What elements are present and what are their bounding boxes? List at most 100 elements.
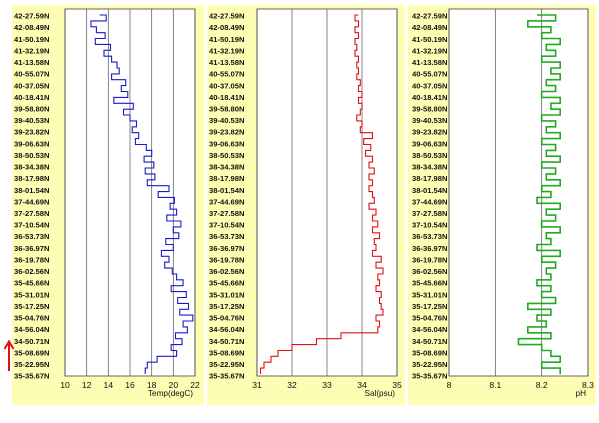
latitude-tick-label: 41-50.19N (412, 35, 447, 44)
latitude-tick-label: 35-04.76N (412, 314, 447, 323)
latitude-tick-label: 39-23.82N (14, 128, 49, 137)
latitude-tick-label: 42-27.59N (412, 12, 447, 21)
latitude-tick-label: 35-08.69N (412, 348, 447, 357)
x-tick-label: 10 (60, 380, 70, 390)
x-tick-label: 14 (104, 380, 114, 390)
latitude-tick-label: 38-17.98N (14, 174, 49, 183)
latitude-tick-label: 39-06.63N (14, 139, 49, 148)
latitude-tick-label: 38-34.38N (209, 163, 244, 172)
latitude-tick-label: 39-58.80N (14, 105, 49, 114)
x-tick-label: 8.1 (489, 380, 501, 390)
latitude-tick-label: 37-44.69N (209, 197, 244, 206)
latitude-tick-label: 35-31.01N (412, 290, 447, 299)
latitude-tick-label: 41-32.19N (412, 46, 447, 55)
latitude-tick-label: 40-18.41N (14, 93, 49, 102)
latitude-tick-label: 37-27.58N (14, 209, 49, 218)
latitude-tick-label: 36-53.73N (209, 232, 244, 241)
latitude-tick-label: 40-18.41N (209, 93, 244, 102)
latitude-tick-label: 34-56.04N (412, 325, 447, 334)
latitude-tick-label: 39-58.80N (412, 105, 447, 114)
latitude-tick-label: 38-01.54N (209, 186, 244, 195)
latitude-tick-label: 37-10.54N (209, 221, 244, 230)
latitude-tick-label: 40-37.05N (14, 81, 49, 90)
latitude-tick-label: 38-17.98N (412, 174, 447, 183)
latitude-tick-label: 39-58.80N (209, 105, 244, 114)
latitude-tick-label: 39-40.53N (14, 116, 49, 125)
latitude-tick-label: 35-45.66N (14, 279, 49, 288)
latitude-tick-label: 35-22.95N (209, 360, 244, 369)
latitude-tick-label: 35-45.66N (209, 279, 244, 288)
latitude-tick-label: 35-35.67N (209, 372, 244, 381)
latitude-tick-label: 36-02.56N (14, 267, 49, 276)
latitude-tick-label: 41-50.19N (14, 35, 49, 44)
latitude-tick-label: 34-50.71N (412, 337, 447, 346)
x-tick-label: 32 (287, 380, 297, 390)
x-tick-label: 8.2 (536, 380, 548, 390)
latitude-tick-label: 41-32.19N (14, 46, 49, 55)
x-tick-label: 31 (252, 380, 262, 390)
latitude-tick-label: 37-27.58N (209, 209, 244, 218)
latitude-tick-label: 38-50.53N (14, 151, 49, 160)
latitude-tick-label: 42-08.49N (412, 23, 447, 32)
latitude-tick-label: 37-44.69N (412, 197, 447, 206)
latitude-tick-label: 35-04.76N (14, 314, 49, 323)
x-tick-label: 35 (392, 380, 402, 390)
latitude-tick-label: 35-35.67N (412, 372, 447, 381)
latitude-tick-label: 41-50.19N (209, 35, 244, 44)
latitude-tick-label: 39-06.63N (412, 139, 447, 148)
latitude-tick-label: 42-08.49N (209, 23, 244, 32)
latitude-tick-label: 36-36.97N (209, 244, 244, 253)
latitude-tick-label: 40-55.07N (412, 70, 447, 79)
latitude-tick-label: 38-50.53N (209, 151, 244, 160)
temperature-chart: 42-27.59N 42-08.49N 41-50.19N 41-32.19N 41-1… (14, 8, 200, 398)
latitude-tick-label: 36-02.56N (209, 267, 244, 276)
latitude-tick-label: 41-13.58N (412, 58, 447, 67)
latitude-tick-label: 34-50.71N (14, 337, 49, 346)
ph-panel: 42-27.59N 42-08.49N 41-50.19N 41-32.19N 41-1… (408, 5, 596, 405)
x-tick-label: 16 (125, 380, 135, 390)
latitude-tick-label: 40-18.41N (412, 93, 447, 102)
temperature-series-line (90, 14, 194, 374)
latitude-tick-label: 36-19.78N (209, 255, 244, 264)
latitude-tick-label: 35-35.67N (14, 372, 49, 381)
x-axis-label: Temp(degC) (148, 389, 193, 398)
x-axis-label: Sal(psu) (365, 389, 396, 398)
ph-series-line (517, 14, 561, 374)
latitude-tick-label: 41-32.19N (209, 46, 244, 55)
latitude-tick-label: 35-08.69N (209, 348, 244, 357)
latitude-tick-label: 38-17.98N (209, 174, 244, 183)
latitude-tick-label: 38-01.54N (412, 186, 447, 195)
latitude-tick-label: 35-22.95N (14, 360, 49, 369)
latitude-tick-label: 35-31.01N (209, 290, 244, 299)
latitude-tick-label: 35-45.66N (412, 279, 447, 288)
salinity-series-line (259, 14, 384, 374)
latitude-tick-label: 35-17.25N (14, 302, 49, 311)
latitude-tick-label: 37-27.58N (412, 209, 447, 218)
latitude-tick-label: 42-27.59N (14, 12, 49, 21)
salinity-chart: 42-27.59N 42-08.49N 41-50.19N 41-32.19N 41-1… (209, 8, 402, 398)
latitude-tick-label: 35-22.95N (412, 360, 447, 369)
latitude-tick-label: 35-08.69N (14, 348, 49, 357)
latitude-tick-label: 40-37.05N (209, 81, 244, 90)
latitude-tick-label: 39-06.63N (209, 139, 244, 148)
latitude-tick-label: 35-17.25N (412, 302, 447, 311)
latitude-tick-label: 37-10.54N (14, 221, 49, 230)
latitude-tick-label: 40-55.07N (209, 70, 244, 79)
latitude-tick-label: 39-23.82N (209, 128, 244, 137)
latitude-tick-label: 39-40.53N (209, 116, 244, 125)
latitude-tick-label: 41-13.58N (209, 58, 244, 67)
temperature-plot-border (64, 8, 196, 377)
latitude-tick-label: 35-31.01N (14, 290, 49, 299)
latitude-tick-label: 38-34.38N (14, 163, 49, 172)
latitude-tick-label: 39-40.53N (412, 116, 447, 125)
latitude-tick-label: 42-27.59N (209, 12, 244, 21)
x-tick-label: 8.3 (582, 380, 594, 390)
latitude-tick-label: 36-36.97N (14, 244, 49, 253)
latitude-tick-label: 36-02.56N (412, 267, 447, 276)
x-tick-label: 12 (82, 380, 92, 390)
ph-chart: 42-27.59N 42-08.49N 41-50.19N 41-32.19N 41-1… (412, 8, 594, 398)
latitude-tick-label: 37-10.54N (412, 221, 447, 230)
latitude-tick-label: 36-53.73N (412, 232, 447, 241)
x-tick-label: 34 (357, 380, 367, 390)
latitude-tick-label: 39-23.82N (412, 128, 447, 137)
